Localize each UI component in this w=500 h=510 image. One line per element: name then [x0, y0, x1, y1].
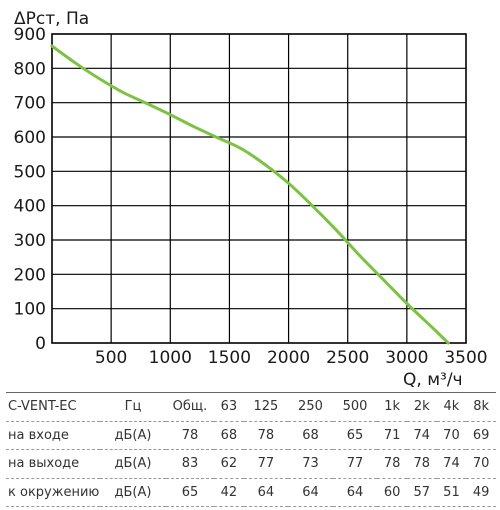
row-unit: дБ(А)	[100, 421, 166, 450]
pressure-flow-chart: ΔPст, Па Q, м³/ч 0 100 200 300 400 500 600 700 8…	[14, 9, 488, 390]
col-header: 250	[288, 392, 333, 422]
x-tick-label: 3000	[385, 348, 428, 368]
x-tick-label: 1000	[149, 348, 192, 368]
acoustic-spec-table: C-VENT-EC Гц Общ. 63 125 250 500 1k 2k 4…	[6, 392, 496, 507]
cell-value: 51	[436, 478, 467, 507]
row-unit: дБ(А)	[100, 449, 166, 479]
cell-value: 73	[288, 449, 333, 479]
cell-value: 71	[377, 421, 407, 450]
x-tick-label: 3500	[444, 348, 487, 368]
y-tick-label: 100	[14, 300, 46, 320]
table-row: к окружению дБ(А) 65 42 64 64 64 60 57 5…	[6, 478, 496, 507]
col-header: 1k	[377, 392, 407, 422]
y-tick-label: 400	[14, 197, 46, 217]
y-tick-label: 600	[14, 128, 46, 148]
cell-value: 77	[243, 449, 289, 479]
cell-value: 83	[166, 449, 214, 479]
col-header: Общ.	[166, 392, 214, 422]
table-header-row: C-VENT-EC Гц Общ. 63 125 250 500 1k 2k 4…	[6, 392, 496, 422]
cell-value: 70	[436, 421, 467, 450]
cell-value: 78	[243, 421, 289, 450]
cell-value: 65	[166, 478, 214, 507]
row-label: к окружению	[6, 478, 100, 507]
cell-value: 64	[332, 478, 378, 507]
cell-value: 42	[214, 478, 244, 507]
x-tick-label: 500	[95, 348, 127, 368]
cell-value: 74	[406, 421, 437, 450]
y-tick-label: 300	[14, 231, 46, 251]
y-tick-label: 0	[35, 334, 46, 354]
y-axis-label: ΔPст, Па	[14, 9, 89, 29]
cell-value: 78	[377, 449, 407, 479]
y-tick-label: 700	[14, 94, 46, 114]
cell-value: 74	[436, 449, 467, 479]
col-header: 500	[332, 392, 378, 422]
x-axis-label: Q, м³/ч	[403, 370, 463, 390]
cell-value: 70	[466, 449, 496, 479]
table-row: на выходе дБ(А) 83 62 77 73 77 78 78 74 …	[6, 449, 496, 479]
series-line	[50, 44, 450, 345]
cell-value: 49	[466, 478, 496, 507]
cell-value: 57	[406, 478, 437, 507]
row-label: на входе	[6, 421, 100, 450]
x-tick-label: 2500	[326, 348, 369, 368]
cell-value: 69	[466, 421, 496, 450]
table-row: на входе дБ(А) 78 68 78 68 65 71 74 70 6…	[6, 421, 496, 450]
col-header: 125	[243, 392, 289, 422]
col-header: 8k	[466, 392, 496, 422]
cell-value: 60	[377, 478, 407, 507]
cell-value: 68	[214, 421, 244, 450]
x-tick-label: 2000	[267, 348, 310, 368]
cell-value: 68	[288, 421, 333, 450]
y-tick-label: 900	[14, 25, 46, 45]
plot-frame	[51, 33, 467, 344]
row-unit: дБ(А)	[100, 478, 166, 507]
cell-value: 64	[243, 478, 289, 507]
y-tick-label: 800	[14, 59, 46, 79]
y-tick-label: 500	[14, 162, 46, 182]
cell-value: 64	[288, 478, 333, 507]
col-header: 63	[214, 392, 244, 422]
row-label: на выходе	[6, 449, 100, 479]
cell-value: 78	[166, 421, 214, 450]
hz-header: Гц	[100, 392, 166, 422]
cell-value: 77	[332, 449, 378, 479]
col-header: 2k	[406, 392, 437, 422]
cell-value: 62	[214, 449, 244, 479]
cell-value: 65	[332, 421, 378, 450]
y-tick-label: 200	[14, 265, 46, 285]
model-name: C-VENT-EC	[6, 392, 100, 422]
x-tick-label: 1500	[208, 348, 251, 368]
col-header: 4k	[436, 392, 467, 422]
cell-value: 78	[406, 449, 437, 479]
